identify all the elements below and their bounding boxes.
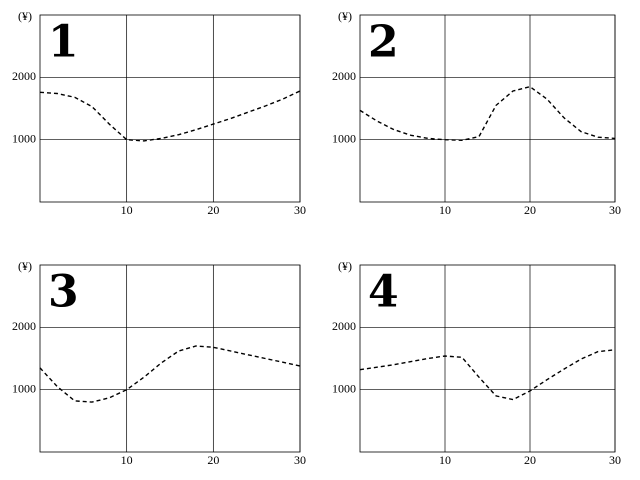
x-tick-label: 30 <box>609 453 621 467</box>
y-axis-label: (¥) <box>338 259 352 273</box>
x-tick-label: 20 <box>524 203 536 217</box>
panel-number: 1 <box>48 17 79 68</box>
x-tick-label: 10 <box>439 453 451 467</box>
x-tick-label: 20 <box>207 453 219 467</box>
price-line <box>359 349 616 401</box>
x-tick-label: 20 <box>524 453 536 467</box>
x-tick-label: 30 <box>294 203 306 217</box>
y-tick-label: 2000 <box>12 319 36 333</box>
y-axis-label: (¥) <box>18 259 32 273</box>
x-tick-label: 30 <box>609 203 621 217</box>
panel-number: 2 <box>368 17 399 68</box>
price-line <box>359 85 616 142</box>
x-tick-label: 10 <box>439 203 451 217</box>
y-tick-label: 2000 <box>332 319 356 333</box>
y-tick-label: 1000 <box>12 381 36 395</box>
y-tick-label: 2000 <box>12 69 36 83</box>
y-axis-label: (¥) <box>338 9 352 23</box>
price-line <box>39 90 301 142</box>
y-tick-label: 1000 <box>12 131 36 145</box>
x-tick-label: 10 <box>121 203 133 217</box>
y-axis-label: (¥) <box>18 9 32 23</box>
panel-number: 3 <box>48 267 79 318</box>
y-tick-label: 1000 <box>332 131 356 145</box>
y-tick-label: 2000 <box>332 69 356 83</box>
plot-frame <box>39 14 301 203</box>
plot-frame <box>39 264 301 453</box>
price-line <box>39 345 301 403</box>
x-tick-label: 20 <box>207 203 219 217</box>
x-tick-label: 10 <box>121 453 133 467</box>
y-tick-label: 1000 <box>332 381 356 395</box>
x-tick-label: 30 <box>294 453 306 467</box>
panel-number: 4 <box>368 267 399 318</box>
